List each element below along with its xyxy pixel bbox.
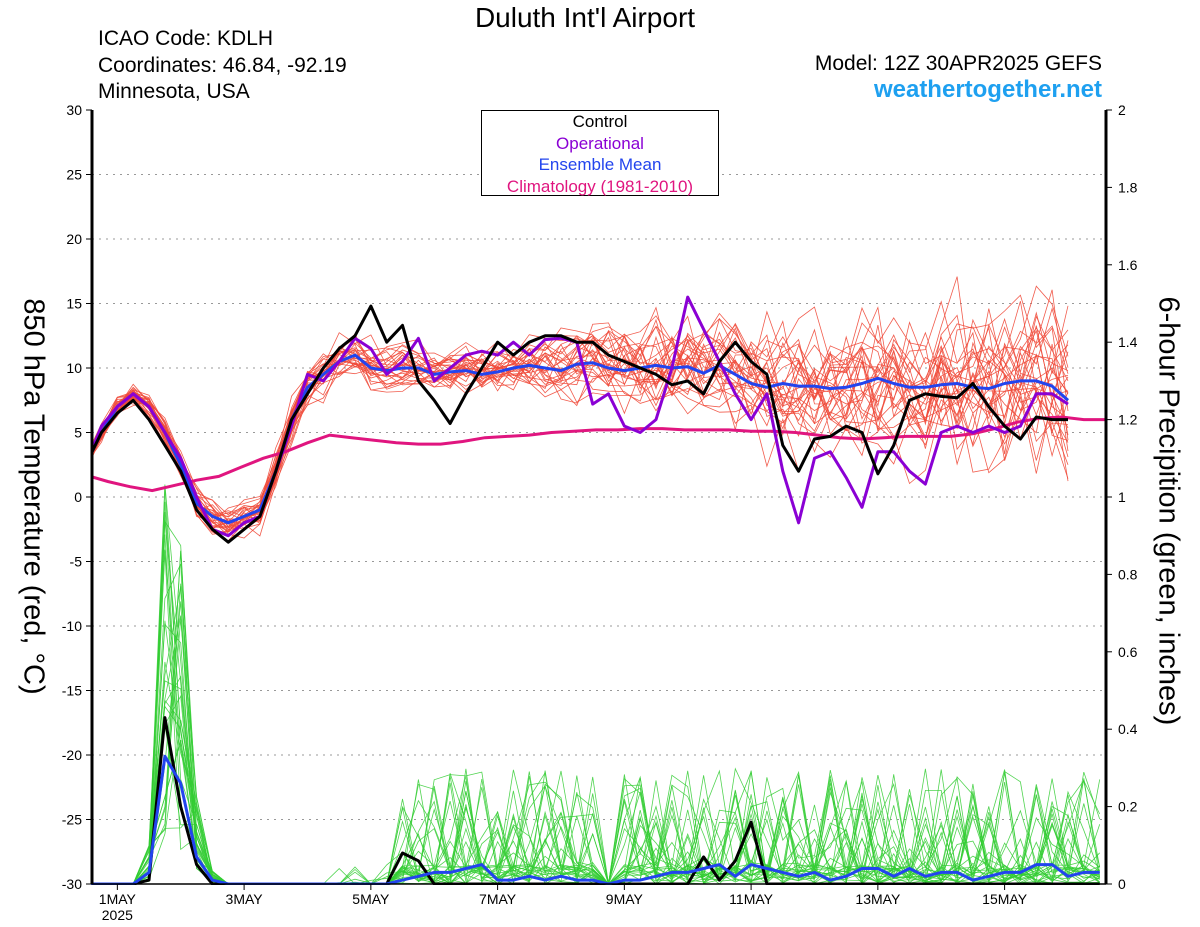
y-tick-label-right: 0.6 <box>1118 644 1138 660</box>
legend-ensemble-mean: Ensemble Mean <box>538 155 662 174</box>
legend-control: Control <box>572 112 628 131</box>
x-tick-label: 9MAY <box>606 891 644 907</box>
model-run: Model: 12Z 30APR2025 GEFS <box>814 52 1102 75</box>
temp-member-line <box>85 285 1069 537</box>
y-tick-label-left: 5 <box>74 425 82 441</box>
left-mask <box>0 106 91 888</box>
climatology-line <box>85 415 1106 493</box>
y-tick-label-left: -15 <box>62 683 82 699</box>
y-tick-label-right: 1.6 <box>1118 257 1138 273</box>
y-tick-label-left: -30 <box>62 876 82 892</box>
temp-member-line <box>85 321 1069 533</box>
y-tick-label-left: 25 <box>66 167 82 183</box>
y-tick-label-right: 2 <box>1118 102 1126 118</box>
right-mask <box>1107 106 1200 888</box>
x-tick-label: 13MAY <box>855 891 901 907</box>
temp-member-line <box>85 306 1069 539</box>
precip-member-line <box>85 699 1100 885</box>
y-tick-label-right: 0.2 <box>1118 799 1138 815</box>
temp-member-line <box>85 307 1069 517</box>
precip-member-line <box>85 520 1101 885</box>
precip-member-line <box>85 511 1100 886</box>
y-tick-label-right: 1.8 <box>1118 179 1138 195</box>
x-tick-label: 3MAY <box>226 891 264 907</box>
y-tick-label-left: 0 <box>74 489 82 505</box>
precip-member-line <box>85 534 1101 885</box>
icao-code: ICAO Code: KDLH <box>98 27 274 50</box>
y-axis-label-left: 850 hPa Temperature (red, °C) <box>17 298 50 695</box>
x-tick-label: 11MAY <box>729 891 773 907</box>
y-tick-label-right: 1.4 <box>1118 334 1138 350</box>
coordinates: Coordinates: 46.84, -92.19 <box>98 54 347 77</box>
y-tick-label-left: -10 <box>62 618 82 634</box>
y-tick-label-left: 15 <box>66 296 82 312</box>
region: Minnesota, USA <box>98 80 250 103</box>
y-tick-label-left: 20 <box>66 231 82 247</box>
x-tick-label: 7MAY <box>479 891 517 907</box>
y-tick-label-left: -25 <box>62 812 82 828</box>
y-axis-label-right: 6-hour Precipition (green, inches) <box>1152 296 1185 726</box>
y-tick-label-left: -5 <box>70 554 83 570</box>
site-link[interactable]: weathertogether.net <box>873 76 1102 103</box>
page-title: Duluth Int'l Airport <box>474 2 696 33</box>
temp-member-line <box>85 306 1069 523</box>
temp-operational-line <box>84 295 1069 538</box>
y-tick-label-left: -20 <box>62 747 82 763</box>
x-tick-label: 15MAY <box>982 891 1028 907</box>
y-tick-label-left: 10 <box>66 360 82 376</box>
precip-member-line <box>85 520 1101 885</box>
x-tick-label: 5MAY <box>352 891 390 907</box>
bottom-mask <box>0 885 1200 927</box>
precip-member-line <box>85 501 1100 885</box>
precip-member-line <box>85 563 1101 885</box>
temp-member-line <box>85 315 1069 517</box>
precip-member-line <box>85 771 1100 885</box>
temp-ensemble-mean-line <box>84 353 1069 525</box>
temp-member-line <box>85 325 1069 516</box>
y-tick-label-left: 30 <box>66 102 82 118</box>
legend-climatology: Climatology (1981-2010) <box>506 176 694 196</box>
temp-control-line <box>84 304 1068 544</box>
legend: Control Operational Ensemble Mean Climat… <box>481 110 719 196</box>
precip-member-line <box>85 694 1100 885</box>
y-tick-label-right: 1.2 <box>1118 412 1138 428</box>
x-tick-sublabel: 2025 <box>102 907 133 923</box>
y-tick-label-right: 0 <box>1118 876 1126 892</box>
x-tick-label: 1MAY <box>99 891 137 907</box>
legend-operational: Operational <box>556 133 644 153</box>
y-tick-label-right: 0.8 <box>1118 566 1138 582</box>
temp-member-line <box>85 294 1069 535</box>
temp-member-line <box>85 349 1069 522</box>
y-tick-label-right: 1 <box>1118 489 1126 505</box>
temp-member-line <box>85 300 1069 519</box>
y-tick-label-right: 0.4 <box>1118 721 1138 737</box>
